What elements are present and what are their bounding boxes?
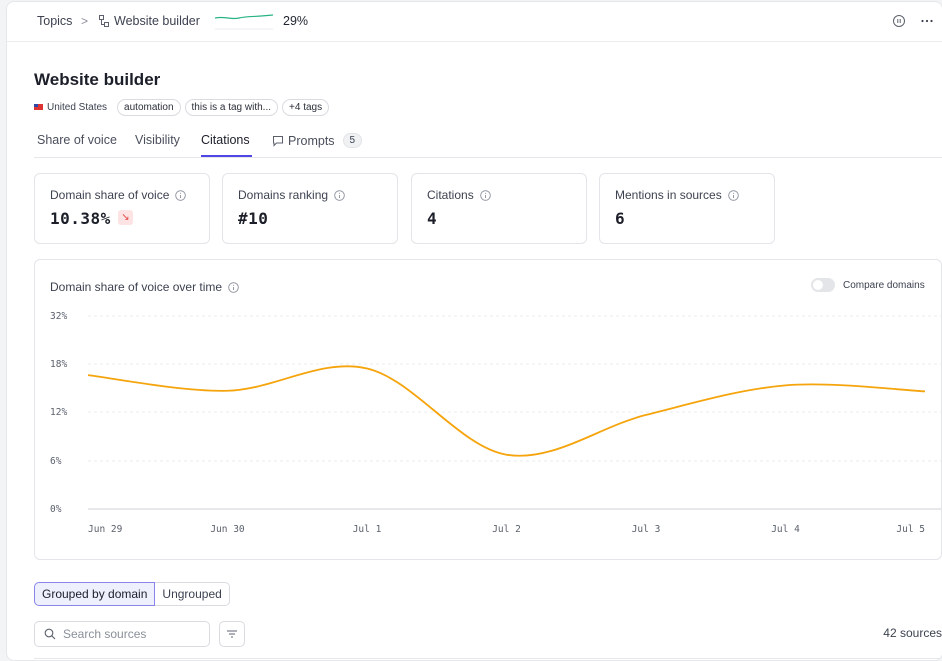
y-tick-label: 18% — [50, 359, 67, 370]
page-title: Website builder — [34, 70, 161, 89]
stat-label-text: Citations — [427, 188, 474, 202]
chat-bubble-icon — [273, 135, 283, 147]
y-tick-label: 12% — [50, 407, 67, 418]
stat-value: 4 — [427, 209, 438, 228]
x-tick-label: Jul 4 — [771, 524, 800, 535]
info-icon[interactable] — [334, 189, 345, 201]
chart-title: Domain share of voice over time — [50, 280, 239, 294]
info-icon[interactable] — [479, 189, 491, 201]
filter-icon — [227, 630, 237, 638]
x-tick-label: Jun 29 — [88, 524, 123, 535]
tab-prompts-label: Prompts — [288, 133, 335, 148]
us-flag-icon — [34, 104, 43, 110]
x-tick-label: Jul 2 — [492, 524, 521, 535]
tab-bar: Share of voice Visibility Citations Prom… — [34, 128, 942, 158]
series-line — [87, 365, 926, 457]
table-divider — [34, 658, 940, 659]
tag-chip[interactable]: this is a tag with... — [184, 98, 279, 116]
y-tick-label: 32% — [50, 311, 67, 322]
x-tick-label: Jul 3 — [632, 524, 661, 535]
pause-icon[interactable] — [891, 13, 907, 29]
line-chart: 0% 6% 12% 18% 32% Jun 29 Jun 30 Jul 1 Jul 2 Jul 3… — [50, 311, 941, 535]
stat-value: #10 — [238, 209, 269, 228]
compare-domains-toggle[interactable] — [811, 278, 835, 292]
y-tick-label: 6% — [50, 456, 62, 467]
tab-prompts[interactable]: Prompts 5 — [272, 133, 363, 148]
grouped-by-domain-button[interactable]: Grouped by domain — [34, 582, 156, 606]
stat-label: Citations — [427, 188, 491, 202]
stat-label-text: Domains ranking — [238, 188, 329, 202]
info-icon[interactable] — [228, 281, 239, 293]
search-box — [34, 621, 210, 647]
toggle-knob — [813, 280, 823, 290]
hierarchy-icon — [99, 15, 109, 27]
breadcrumb-separator: > — [81, 14, 89, 28]
search-input[interactable] — [63, 625, 203, 643]
stat-value: 6 — [615, 209, 626, 228]
x-tick-label: Jul 1 — [353, 524, 382, 535]
filter-button[interactable] — [219, 621, 245, 647]
info-icon[interactable] — [175, 189, 187, 201]
stat-label-text: Mentions in sources — [615, 188, 722, 202]
chart-card: Domain share of voice over time Compare … — [34, 259, 942, 560]
ungrouped-button[interactable]: Ungrouped — [155, 582, 230, 606]
trend-value: 29% — [283, 14, 309, 28]
stat-card-share-of-voice: Domain share of voice 10.38% ↘ — [34, 173, 210, 244]
breadcrumb-current: Website builder — [114, 14, 200, 28]
prompts-count-badge: 5 — [342, 133, 363, 148]
stat-label: Mentions in sources — [615, 188, 739, 202]
stat-value: 10.38% — [50, 209, 111, 228]
stat-card-citations: Citations 4 — [411, 173, 587, 244]
more-tags-chip[interactable]: +4 tags — [282, 98, 330, 116]
trend-down-icon: ↘ — [118, 210, 133, 225]
app-window: Topics > Website builder 29% Website bui… — [6, 1, 942, 661]
more-options-icon[interactable] — [919, 13, 935, 29]
compare-domains-label: Compare domains — [843, 280, 925, 291]
stat-card-mentions: Mentions in sources 6 — [599, 173, 775, 244]
stat-label-text: Domain share of voice — [50, 188, 170, 202]
tab-share-of-voice[interactable]: Share of voice — [37, 133, 117, 147]
trend-sparkline — [215, 14, 273, 30]
stat-label: Domains ranking — [238, 188, 345, 202]
x-tick-label: Jun 30 — [210, 524, 245, 535]
search-icon — [44, 628, 56, 640]
top-bar: Topics > Website builder 29% — [7, 2, 942, 42]
stat-label: Domain share of voice — [50, 188, 187, 202]
grouping-toggle: Grouped by domain Ungrouped — [34, 582, 230, 606]
topic-meta: United States automation this is a tag w… — [34, 98, 330, 116]
chart-title-text: Domain share of voice over time — [50, 280, 223, 294]
info-icon[interactable] — [727, 189, 739, 201]
stat-card-domains-ranking: Domains ranking #10 — [222, 173, 398, 244]
tag-chip[interactable]: automation — [117, 98, 181, 116]
sources-count: 42 sources — [883, 626, 942, 640]
country-label: United States — [47, 101, 108, 113]
x-tick-label: Jul 5 — [896, 524, 925, 535]
tab-citations[interactable]: Citations — [201, 133, 250, 147]
y-tick-label: 0% — [50, 504, 62, 515]
tab-visibility[interactable]: Visibility — [135, 133, 180, 147]
active-tab-indicator — [201, 155, 252, 157]
breadcrumb-topics[interactable]: Topics — [37, 14, 73, 28]
